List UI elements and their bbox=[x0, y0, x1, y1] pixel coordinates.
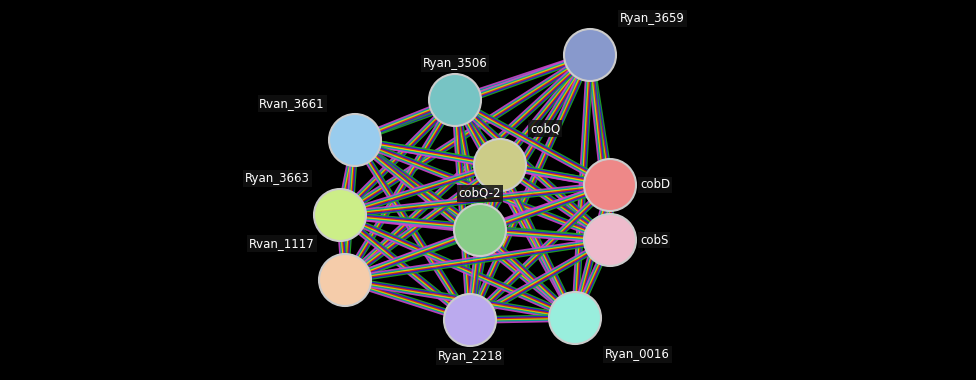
Circle shape bbox=[584, 159, 636, 211]
Text: Rvan_3661: Rvan_3661 bbox=[260, 97, 325, 110]
Circle shape bbox=[549, 292, 601, 344]
Text: cobD: cobD bbox=[640, 179, 671, 192]
Circle shape bbox=[429, 74, 481, 126]
Circle shape bbox=[564, 29, 616, 81]
Text: cobS: cobS bbox=[640, 233, 669, 247]
Text: Ryan_3663: Ryan_3663 bbox=[245, 172, 310, 185]
Text: Rvan_1117: Rvan_1117 bbox=[249, 237, 315, 250]
Text: cobQ-2: cobQ-2 bbox=[459, 187, 502, 200]
Text: Ryan_3506: Ryan_3506 bbox=[423, 57, 487, 70]
Circle shape bbox=[314, 189, 366, 241]
Circle shape bbox=[329, 114, 381, 166]
Circle shape bbox=[454, 204, 506, 256]
Circle shape bbox=[444, 294, 496, 346]
Text: Ryan_0016: Ryan_0016 bbox=[605, 348, 670, 361]
Text: Ryan_3659: Ryan_3659 bbox=[620, 12, 685, 25]
Text: Ryan_2218: Ryan_2218 bbox=[437, 350, 503, 363]
Circle shape bbox=[584, 214, 636, 266]
Circle shape bbox=[319, 254, 371, 306]
Text: cobQ: cobQ bbox=[530, 122, 560, 135]
Circle shape bbox=[474, 139, 526, 191]
